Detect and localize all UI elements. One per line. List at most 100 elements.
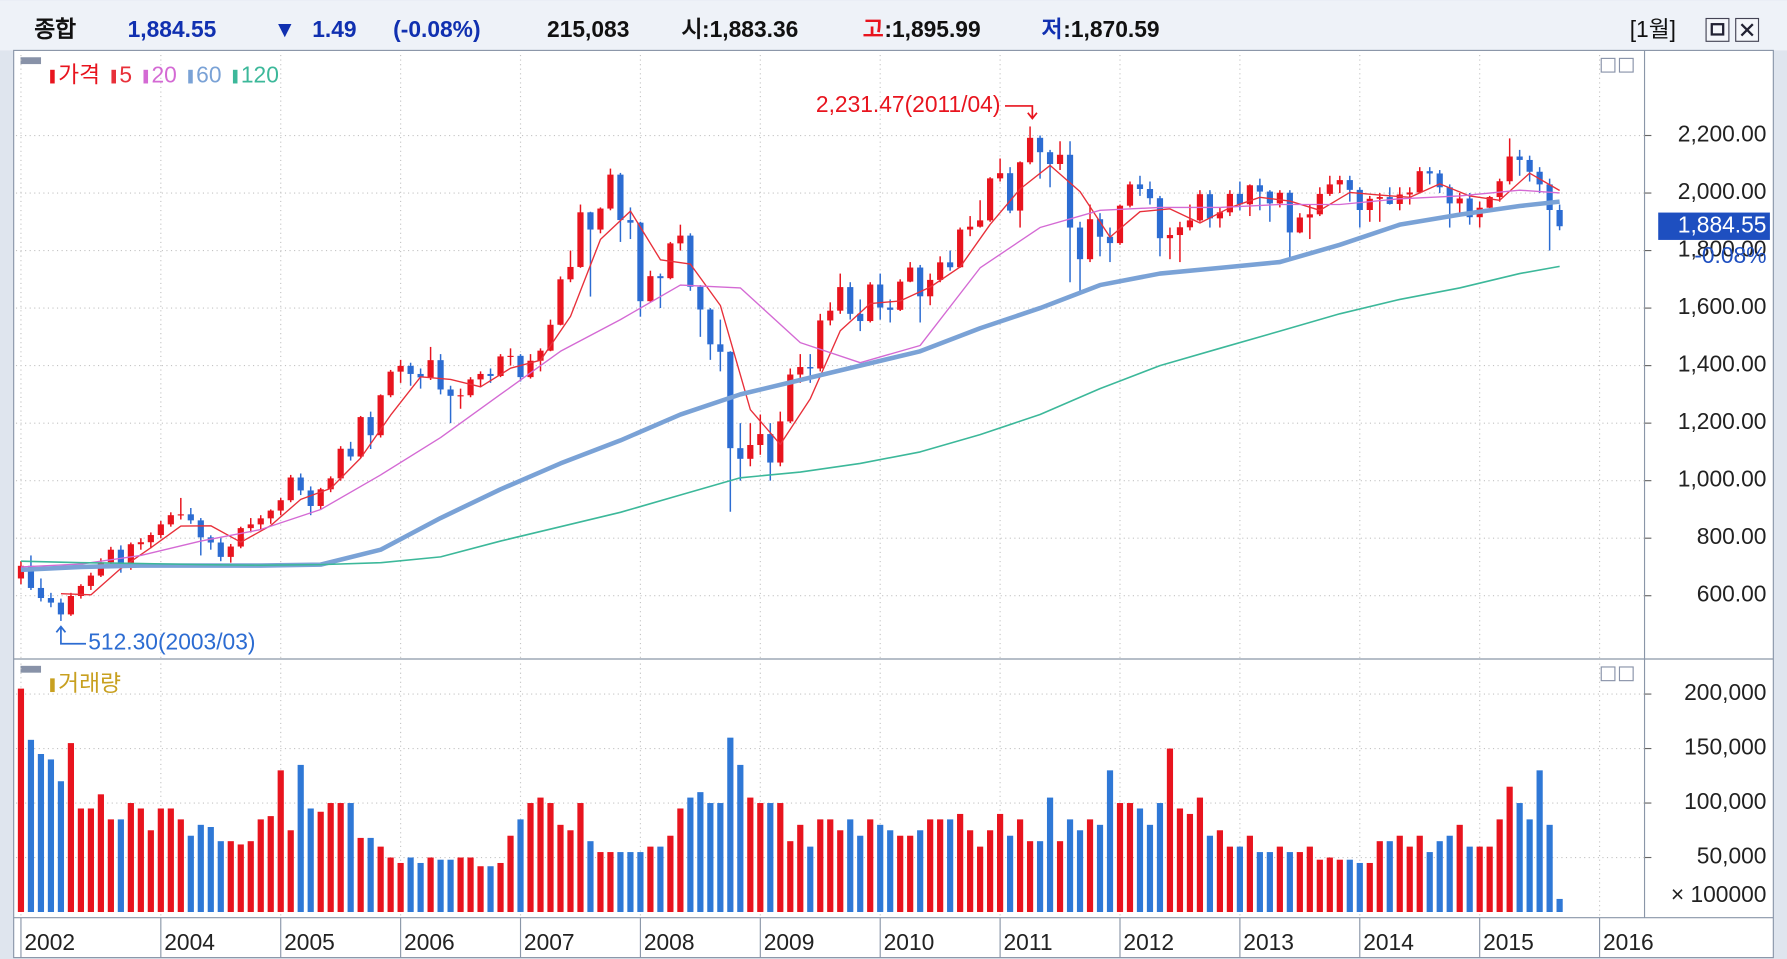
candle-body xyxy=(1206,194,1214,219)
candle-body xyxy=(787,374,794,422)
candle-body xyxy=(107,549,114,563)
volume-bar xyxy=(187,835,194,913)
candle-body xyxy=(1376,197,1383,199)
y-tick-label: 50,000 xyxy=(1697,843,1767,869)
candle-body xyxy=(1226,193,1233,213)
volume-bar xyxy=(1346,859,1353,913)
volume-bar xyxy=(877,824,884,913)
volume-bar xyxy=(107,819,114,913)
volume-bar xyxy=(1516,803,1523,913)
volume-bar xyxy=(1186,813,1194,913)
volume-bar xyxy=(1156,803,1164,913)
legend-label: 가격 xyxy=(58,62,100,88)
period-button[interactable]: [1월] xyxy=(1630,16,1676,42)
candle-body xyxy=(637,222,644,302)
candle-body xyxy=(487,373,494,376)
candle-body xyxy=(417,373,424,378)
volume-bar xyxy=(887,830,894,913)
panel-handle[interactable] xyxy=(20,665,42,673)
panel-button[interactable] xyxy=(1600,57,1616,73)
volume-bar xyxy=(37,754,45,913)
panel-button[interactable] xyxy=(1618,666,1634,682)
volume-bar xyxy=(617,852,624,913)
panel-button[interactable] xyxy=(1600,666,1616,682)
panel-button[interactable] xyxy=(1618,57,1634,73)
candle-body xyxy=(1436,173,1443,188)
candle-body xyxy=(407,365,414,374)
volume-bar xyxy=(967,830,974,913)
volume-bar xyxy=(1096,824,1104,913)
volume-bar xyxy=(417,862,424,913)
candle-body xyxy=(247,524,254,529)
volume-bar xyxy=(1326,857,1333,913)
volume-bar xyxy=(657,846,664,913)
candle-body xyxy=(437,360,444,390)
candle-body xyxy=(587,212,594,230)
volume-bar xyxy=(77,808,84,913)
candle-body xyxy=(1556,210,1563,227)
volume-bar xyxy=(1546,824,1553,913)
candle-body xyxy=(977,220,984,227)
candle-body xyxy=(957,229,964,268)
volume-bar xyxy=(1126,803,1134,913)
candle-body xyxy=(1286,192,1293,233)
volume-bar xyxy=(147,830,154,913)
candle-body xyxy=(1066,154,1074,228)
volume-bar xyxy=(477,866,484,913)
candle-body xyxy=(1216,212,1224,219)
restore-button[interactable] xyxy=(1705,17,1730,42)
candle-body xyxy=(577,212,584,267)
candle-body xyxy=(457,395,464,397)
legend-marker xyxy=(50,678,55,693)
volume-bar xyxy=(1316,859,1323,913)
candle-body xyxy=(127,544,134,568)
price: 1,884.55 xyxy=(128,16,217,42)
candle-body xyxy=(357,417,364,457)
candle-body xyxy=(1516,156,1523,160)
legend-marker xyxy=(232,69,238,84)
volume-bar xyxy=(1526,819,1533,913)
volume: 215,083 xyxy=(547,16,629,42)
volume-bar xyxy=(907,835,914,913)
volume-bar xyxy=(297,764,304,913)
candle-body xyxy=(507,355,514,357)
legend-marker xyxy=(111,69,117,84)
candle-body xyxy=(1256,185,1263,192)
candle-body xyxy=(257,518,264,525)
volume-bar xyxy=(867,819,874,913)
header-bar xyxy=(0,0,1787,51)
volume-bar xyxy=(847,819,854,913)
panel-handle[interactable] xyxy=(20,57,42,65)
volume-bar xyxy=(1336,859,1343,913)
candle-body xyxy=(447,389,454,396)
candle-body xyxy=(757,434,764,446)
candle-body xyxy=(907,267,914,282)
candle-body xyxy=(157,524,164,536)
candle-body xyxy=(367,417,374,436)
volume-bar xyxy=(1376,841,1383,913)
candle-body xyxy=(1536,171,1543,185)
candle-body xyxy=(1156,198,1164,239)
candle-body xyxy=(1276,192,1283,204)
open-label: 시 xyxy=(682,16,703,42)
volume-bar xyxy=(537,797,544,913)
candle-body xyxy=(77,585,84,597)
candle-body xyxy=(1486,197,1493,208)
volume-bar xyxy=(337,803,344,913)
candle-body xyxy=(1046,152,1054,164)
volume-bar xyxy=(827,819,834,913)
volume-bar xyxy=(457,857,464,913)
close-icon xyxy=(1740,23,1754,37)
volume-bar xyxy=(1486,846,1493,913)
candle-body xyxy=(27,565,35,588)
volume-bar xyxy=(317,811,324,913)
candle-body xyxy=(267,510,274,519)
candle-body xyxy=(657,276,664,279)
candle-body xyxy=(327,478,334,490)
volume-bar xyxy=(1396,835,1403,913)
volume-bar xyxy=(697,792,704,913)
volume-bar xyxy=(87,808,94,913)
candle-body xyxy=(557,279,564,325)
candle-body xyxy=(837,287,844,311)
